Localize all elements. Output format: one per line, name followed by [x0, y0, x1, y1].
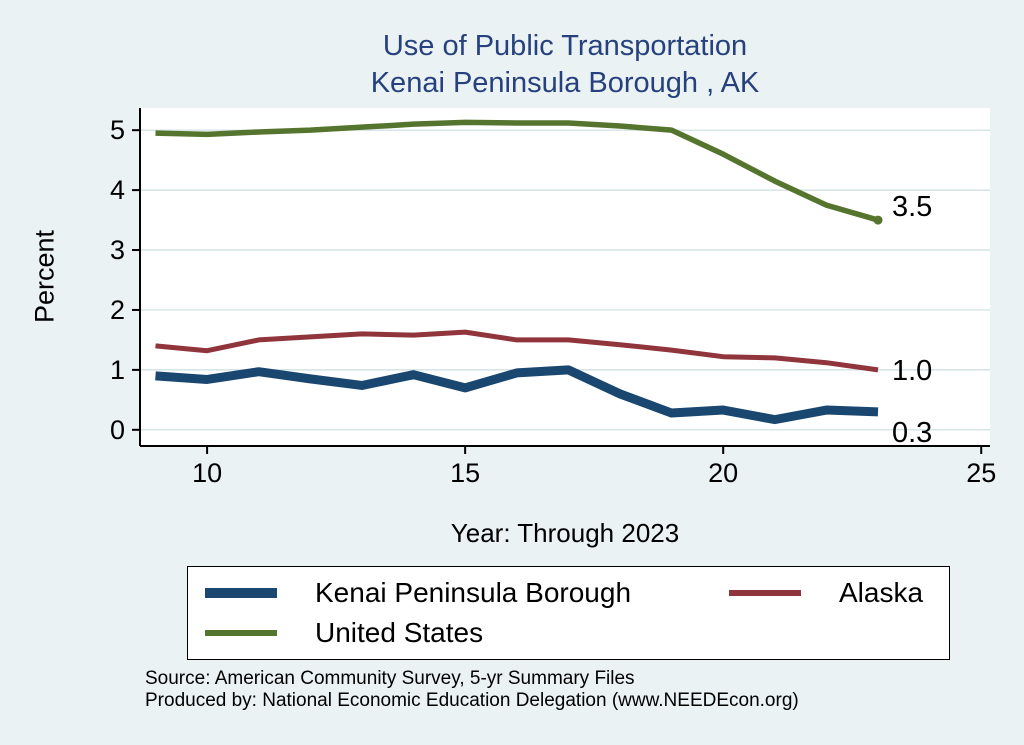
legend-swatch-kenai	[205, 588, 277, 598]
plot-area	[140, 108, 990, 446]
series-line-2	[155, 119, 879, 223]
series-line-1	[155, 329, 879, 373]
source-line: Source: American Community Survey, 5-yr …	[145, 668, 635, 689]
series-end-label-1: 1.0	[892, 355, 932, 387]
chart-title: Use of Public Transportation Kenai Penin…	[140, 28, 990, 102]
legend-label-alaska: Alaska	[839, 577, 924, 608]
x-axis-title: Year: Through 2023	[450, 518, 680, 548]
legend-swatch-united-states	[205, 630, 277, 636]
chart-title-line2: Kenai Peninsula Borough , AK	[370, 67, 760, 99]
legend-item-kenai: Kenai Peninsula Borough	[205, 577, 729, 609]
produced-by-line: Produced by: National Economic Education…	[145, 690, 799, 711]
chart-title-line1: Use of Public Transportation	[382, 30, 748, 62]
series-end-label-2: 3.5	[892, 191, 932, 223]
legend-label-kenai: Kenai Peninsula Borough	[315, 577, 632, 608]
x-tick-label: 25	[966, 458, 996, 488]
y-tick-label: 2	[110, 295, 125, 325]
y-tick-label: 0	[110, 415, 125, 445]
legend-label-united-states: United States	[315, 617, 484, 648]
x-tick-label: 10	[192, 458, 222, 488]
legend-item-united-states: United States	[205, 617, 729, 649]
y-tick-label: 1	[110, 355, 125, 385]
x-tick-label: 20	[708, 458, 738, 488]
series-line-0	[155, 365, 879, 425]
y-tick-label: 5	[110, 115, 125, 145]
y-tick-label: 3	[110, 235, 125, 265]
x-tick-label: 15	[450, 458, 480, 488]
y-tick-label: 4	[110, 175, 125, 205]
legend-item-alaska: Alaska	[729, 577, 932, 609]
series-end-dot-2	[873, 215, 883, 225]
legend-swatch-alaska	[729, 590, 801, 596]
legend: Kenai Peninsula Borough Alaska United St…	[187, 566, 950, 660]
series-end-label-0: 0.3	[892, 417, 932, 449]
source-note: Source: American Community Survey, 5-yr …	[145, 668, 799, 712]
